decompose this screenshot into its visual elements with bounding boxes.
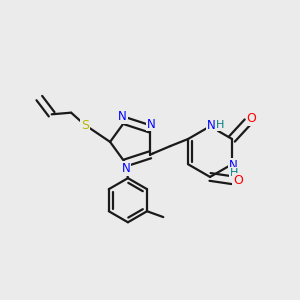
- Text: O: O: [233, 174, 243, 187]
- Text: H: H: [230, 168, 238, 178]
- Text: N: N: [118, 110, 127, 124]
- Text: N: N: [147, 118, 156, 130]
- Text: H: H: [216, 120, 225, 130]
- Text: N: N: [122, 162, 130, 175]
- Text: N: N: [229, 159, 238, 172]
- Text: S: S: [81, 119, 89, 132]
- Text: N: N: [207, 119, 216, 132]
- Text: O: O: [247, 112, 256, 125]
